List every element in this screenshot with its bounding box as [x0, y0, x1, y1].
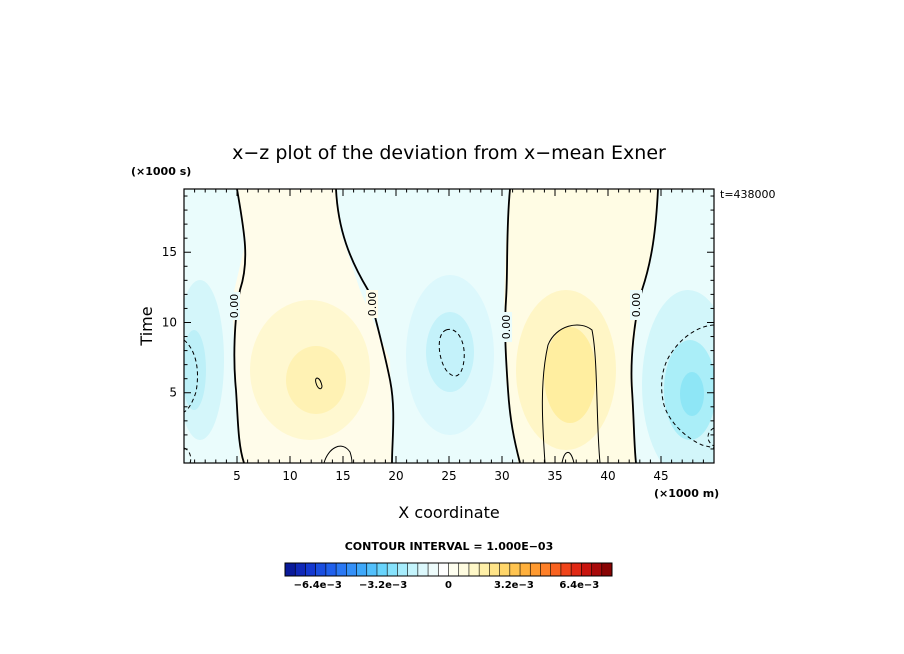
positive-contour-spot: [315, 377, 323, 390]
contour-interval-text: CONTOUR INTERVAL = 1.000E−03: [345, 540, 554, 553]
x-tick-label: 45: [653, 469, 668, 483]
colorbar-swatch: [591, 563, 603, 576]
x-axis-unit: (×1000 m): [654, 487, 719, 500]
colorbar-swatch: [387, 563, 398, 576]
zero-contour-1: [233, 189, 247, 463]
colorbar-swatch: [438, 563, 449, 576]
colorbar-swatch: [468, 563, 480, 576]
x-tick-label: 10: [282, 469, 297, 483]
y-axis-label: Time: [137, 306, 156, 346]
colorbar-frame: [284, 562, 613, 577]
contour-label: 0.00: [630, 293, 643, 318]
y-tick-label: 10: [162, 315, 177, 329]
colorbar-tick-label: 3.2e−3: [494, 580, 534, 591]
colorbar-swatch: [397, 563, 408, 576]
y-axis-unit: (×1000 s): [131, 165, 191, 178]
colorbar-swatch: [407, 563, 419, 576]
colorbar-swatch: [601, 563, 613, 576]
contour-label: 0.00: [366, 292, 379, 317]
colorbar-swatch: [325, 563, 337, 576]
negative-contour-left: [184, 339, 198, 413]
axis-tick-labels: 5 10 15 20 25 30 35 40 45 5 10 15: [162, 245, 669, 483]
colorbar-swatch: [520, 563, 531, 576]
field-negative-center-core: [426, 312, 474, 392]
colorbar-tick-label: 0: [445, 580, 452, 591]
colorbar-swatch: [530, 563, 541, 576]
contour-label: 0.00: [228, 294, 241, 319]
colorbar-swatch: [305, 563, 316, 576]
colorbar-swatch: [509, 563, 521, 576]
negative-contour-right-edge: [707, 427, 714, 447]
x-tick-label: 30: [494, 469, 509, 483]
positive-contour-small-right: [561, 452, 575, 463]
axis-ticks: [184, 189, 714, 463]
colorbar-swatch: [499, 563, 511, 576]
x-tick-label: 15: [335, 469, 350, 483]
colorbar-swatch: [581, 563, 592, 576]
colorbar-swatch: [366, 563, 378, 576]
field-positive-2-core: [544, 327, 596, 423]
zero-contour-2: [335, 189, 395, 463]
x-tick-label: 35: [547, 469, 562, 483]
colorbar-swatch: [285, 563, 296, 576]
zero-contour-4: [630, 189, 659, 463]
field-negative-left-core: [184, 330, 206, 410]
colorbar-swatch: [356, 563, 368, 576]
colorbar-swatch: [540, 563, 551, 576]
x-tick-label: 5: [233, 469, 241, 483]
y-tick-label: 15: [162, 245, 177, 259]
positive-contour-small-left: [323, 445, 353, 463]
colorbar-swatch: [489, 563, 500, 576]
heatmap-field: [184, 189, 714, 463]
negative-contour-right: [661, 324, 714, 449]
field-negative-right-core: [680, 372, 704, 416]
colorbar-swatch: [336, 563, 347, 576]
colorbar-swatch: [376, 563, 388, 576]
y-tick-label: 5: [169, 386, 177, 400]
colorbar: [284, 562, 613, 577]
x-tick-label: 25: [441, 469, 456, 483]
x-axis-label: X coordinate: [398, 503, 499, 522]
colorbar-swatch: [458, 563, 470, 576]
colorbar-swatch: [428, 563, 439, 576]
contour-labels: [228, 290, 642, 342]
colorbar-swatch: [346, 563, 357, 576]
colorbar-swatch: [571, 563, 582, 576]
negative-contour-center: [438, 328, 465, 377]
colorbar-swatch: [550, 563, 562, 576]
positive-contour-right: [541, 324, 601, 463]
colorbar-swatch: [315, 563, 327, 576]
colorbar-swatch: [295, 563, 306, 576]
contour-label: 0.00: [500, 315, 513, 340]
x-tick-label: 40: [600, 469, 615, 483]
colorbar-swatch: [479, 563, 490, 576]
chart-title: x−z plot of the deviation from x−mean Ex…: [232, 142, 666, 164]
colorbar-swatch: [560, 563, 572, 576]
colorbar-tick-label: −3.2e−3: [359, 580, 407, 591]
colorbar-swatch: [448, 563, 460, 576]
colorbar-tick-label: 6.4e−3: [559, 580, 599, 591]
colorbar-swatch: [417, 563, 429, 576]
x-tick-label: 20: [388, 469, 403, 483]
contour-label-texts: 0.00 0.00 0.00 0.00: [228, 292, 643, 340]
time-stamp-label: t=438000: [720, 188, 776, 201]
colorbar-tick-label: −6.4e−3: [294, 580, 342, 591]
colorbar-labels: −6.4e−3 −3.2e−3 0 3.2e−3 6.4e−3: [294, 580, 600, 591]
